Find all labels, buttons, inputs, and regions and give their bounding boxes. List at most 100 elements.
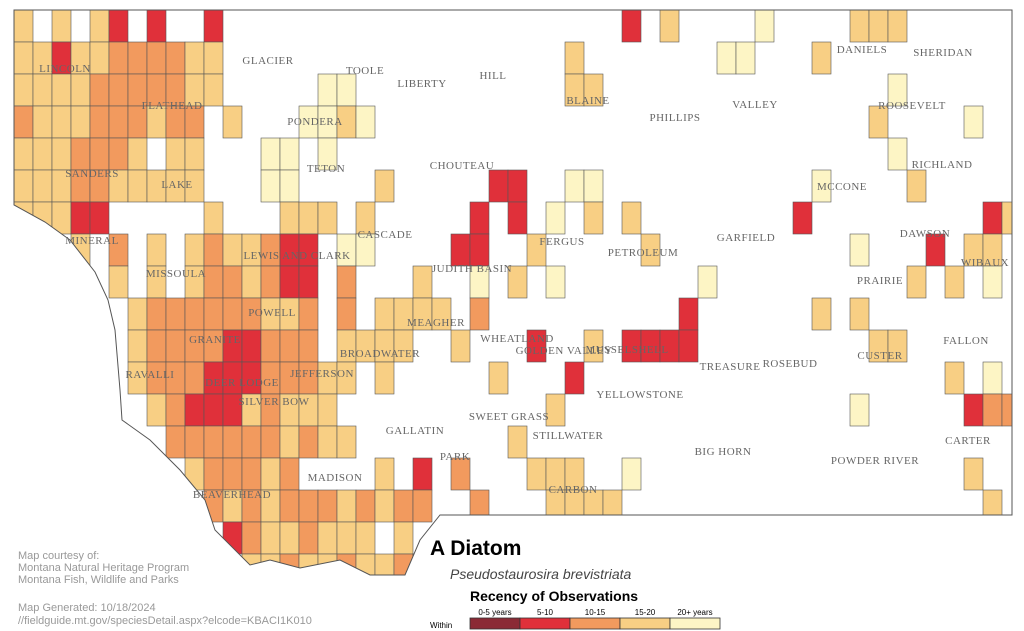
observation-cell: [621, 457, 642, 491]
observation-cell: [279, 489, 300, 523]
observation-cell: [659, 10, 680, 43]
observation-cell: [488, 361, 509, 395]
observation-cell: [526, 233, 547, 267]
county-label: PRAIRIE: [857, 275, 903, 287]
map-title: A Diatom: [430, 537, 521, 560]
observation-cell: [906, 169, 927, 203]
observation-cell: [811, 297, 832, 331]
county-label: STILLWATER: [533, 430, 604, 442]
observation-cell: [355, 521, 376, 555]
county-label: ROSEBUD: [763, 358, 818, 370]
legend-swatch: [669, 617, 721, 630]
credit: Map courtesy of:: [18, 550, 99, 562]
county-label: FLATHEAD: [142, 100, 203, 112]
county-label: JUDITH BASIN: [432, 263, 512, 275]
observation-cell: [279, 521, 300, 555]
observation-cell: [89, 201, 110, 235]
observation-cell: [317, 489, 338, 523]
observation-cell: [260, 521, 281, 555]
observation-cell: [678, 329, 699, 363]
observation-cell: [203, 393, 224, 427]
observation-cell: [279, 425, 300, 459]
observation-cell: [89, 105, 110, 139]
observation-cell: [70, 137, 91, 171]
county-label: JEFFERSON: [290, 368, 354, 380]
observation-cell: [393, 521, 414, 555]
observation-cell: [108, 137, 129, 171]
observation-cell: [545, 393, 566, 427]
observation-cell: [241, 425, 262, 459]
observation-cell: [640, 233, 661, 267]
observation-cell: [583, 329, 604, 363]
observation-cell: [241, 457, 262, 491]
observation-cell: [203, 297, 224, 331]
legend-title: Recency of Observations: [470, 588, 638, 604]
observation-cell: [754, 10, 775, 43]
observation-cell: [165, 297, 186, 331]
observation-cell: [355, 489, 376, 523]
county-label: ROOSEVELT: [878, 100, 946, 112]
observation-cell: [355, 233, 376, 267]
observation-cell: [355, 105, 376, 139]
observation-cell: [14, 169, 34, 203]
observation-cell: [963, 457, 984, 491]
observation-cell: [374, 489, 395, 523]
observation-cell: [146, 41, 167, 75]
observation-cell: [70, 201, 91, 235]
county-label: PHILLIPS: [649, 112, 700, 124]
county-label: SILVER BOW: [239, 396, 310, 408]
observation-cell: [507, 201, 528, 235]
observation-cell: [127, 297, 148, 331]
observation-cell: [203, 201, 224, 235]
observation-cell: [184, 169, 205, 203]
observation-cell: [14, 105, 34, 139]
county-label: RAVALLI: [126, 369, 175, 381]
observation-cell: [412, 265, 433, 299]
observation-cell: [51, 137, 72, 171]
observation-cell: [621, 10, 642, 43]
observation-cell: [203, 233, 224, 267]
observation-cell: [678, 297, 699, 331]
county-label: LINCOLN: [39, 63, 91, 75]
observation-cell: [241, 329, 262, 363]
observation-cell: [184, 233, 205, 267]
county-label: TREASURE: [700, 361, 761, 373]
observation-cell: [298, 329, 319, 363]
observation-cell: [203, 41, 224, 75]
observation-cell: [317, 425, 338, 459]
county-label: DANIELS: [837, 44, 888, 56]
observation-cell: [317, 393, 338, 427]
county-label: PONDERA: [287, 116, 342, 128]
county-label: FALLON: [943, 335, 989, 347]
observation-cell: [14, 10, 34, 43]
observation-cell: [925, 233, 946, 267]
county-label: MADISON: [308, 472, 363, 484]
county-label: GLACIER: [242, 55, 293, 67]
observation-cell: [32, 137, 53, 171]
observation-cell: [963, 105, 984, 139]
county-label: TOOLE: [346, 65, 384, 77]
observation-cell: [14, 137, 34, 171]
observation-cell: [298, 489, 319, 523]
observation-cell: [621, 201, 642, 235]
observation-cell: [165, 41, 186, 75]
observation-cell: [279, 137, 300, 171]
observation-cell: [545, 201, 566, 235]
county-label: POWELL: [248, 307, 296, 319]
county-label: RICHLAND: [912, 159, 973, 171]
observation-cell: [336, 361, 357, 395]
observation-cell: [279, 169, 300, 203]
observation-cell: [260, 457, 281, 491]
legend-swatch: [569, 617, 621, 630]
county-label: GARFIELD: [717, 232, 775, 244]
observation-cell: [944, 361, 965, 395]
observation-cell: [51, 105, 72, 139]
observation-cell: [165, 393, 186, 427]
observation-cell: [241, 265, 262, 299]
observation-cell: [127, 169, 148, 203]
county-label: BROADWATER: [340, 348, 420, 360]
observation-cell: [982, 361, 1003, 395]
observation-cell: [14, 73, 34, 107]
county-label: WHEATLAND: [480, 333, 554, 345]
